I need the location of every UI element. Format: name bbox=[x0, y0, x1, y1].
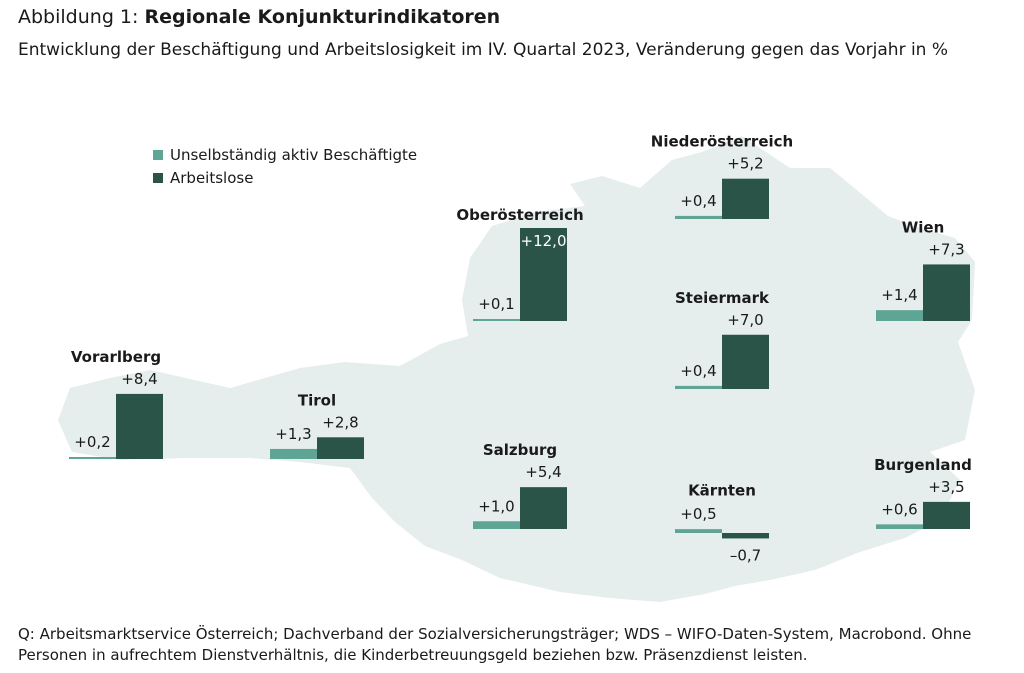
region-label-tirol: Tirol bbox=[298, 391, 336, 409]
data-label-employment-vorarlberg: +0,2 bbox=[74, 433, 110, 451]
bar-unemployment-nieder-sterreich bbox=[722, 178, 769, 219]
legend-swatch-unemployment bbox=[153, 173, 163, 183]
data-label-employment-wien: +1,4 bbox=[881, 286, 917, 304]
austria-map-shape bbox=[58, 136, 975, 602]
bar-unemployment-burgenland bbox=[923, 501, 970, 529]
legend-label-employment: Unselbständig aktiv Beschäftigte bbox=[170, 146, 417, 164]
bar-unemployment-salzburg bbox=[520, 487, 567, 529]
bar-unemployment-tirol bbox=[317, 437, 364, 459]
chart-marks: +0,2 +8,4 Vorarlberg +1,3 +2,8 Tirol +0,1 +12,0… bbox=[69, 133, 972, 564]
bar-employment-wien bbox=[876, 310, 923, 321]
bar-employment-tirol bbox=[270, 448, 317, 459]
region-label-k-rnten: Kärnten bbox=[688, 482, 756, 500]
data-label-unemployment-ober-sterreich: +12,0 bbox=[521, 232, 567, 250]
region-label-nieder-sterreich: Niederösterreich bbox=[651, 133, 793, 151]
source-note: Q: Arbeitsmarktservice Österreich; Dachv… bbox=[18, 625, 972, 664]
data-label-unemployment-k-rnten: –0,7 bbox=[730, 546, 761, 564]
legend-swatch-employment bbox=[153, 150, 163, 160]
data-label-employment-burgenland: +0,6 bbox=[881, 500, 917, 518]
data-label-employment-salzburg: +1,0 bbox=[478, 497, 514, 515]
region-label-ober-sterreich: Oberösterreich bbox=[456, 206, 583, 224]
data-label-unemployment-tirol: +2,8 bbox=[322, 413, 358, 431]
bar-unemployment-steiermark bbox=[722, 334, 769, 389]
region-label-burgenland: Burgenland bbox=[874, 456, 972, 474]
data-label-employment-nieder-sterreich: +0,4 bbox=[680, 192, 716, 210]
bar-employment-steiermark bbox=[675, 385, 722, 389]
bar-unemployment-vorarlberg bbox=[116, 393, 163, 459]
bar-employment-ober-sterreich bbox=[473, 319, 520, 321]
data-label-employment-tirol: +1,3 bbox=[275, 425, 311, 443]
data-label-unemployment-wien: +7,3 bbox=[928, 240, 964, 258]
bar-unemployment-k-rnten bbox=[722, 533, 769, 539]
bar-employment-nieder-sterreich bbox=[675, 215, 722, 219]
region-label-vorarlberg: Vorarlberg bbox=[71, 348, 161, 366]
data-label-unemployment-burgenland: +3,5 bbox=[928, 478, 964, 496]
page-subtitle: Entwicklung der Beschäftigung und Arbeit… bbox=[18, 40, 949, 60]
region-label-wien: Wien bbox=[902, 218, 945, 236]
bar-unemployment-wien bbox=[923, 264, 970, 321]
bar-employment-salzburg bbox=[473, 521, 520, 529]
data-label-employment-ober-sterreich: +0,1 bbox=[478, 295, 514, 313]
bar-unemployment-ober-sterreich bbox=[520, 228, 567, 321]
legend-label-unemployment: Arbeitslose bbox=[170, 169, 253, 187]
region-label-steiermark: Steiermark bbox=[675, 289, 770, 307]
bar-employment-vorarlberg bbox=[69, 457, 116, 459]
title-bold: Regionale Konjunkturindikatoren bbox=[144, 6, 501, 28]
data-label-unemployment-vorarlberg: +8,4 bbox=[121, 370, 157, 388]
page-title: Abbildung 1: Regionale Konjunkturindikat… bbox=[18, 6, 500, 28]
region-label-salzburg: Salzburg bbox=[483, 441, 557, 459]
bar-employment-burgenland bbox=[876, 524, 923, 529]
data-label-employment-k-rnten: +0,5 bbox=[680, 505, 716, 523]
bar-employment-k-rnten bbox=[675, 529, 722, 533]
data-label-unemployment-nieder-sterreich: +5,2 bbox=[727, 155, 763, 173]
data-label-employment-steiermark: +0,4 bbox=[680, 362, 716, 380]
title-prefix: Abbildung 1: bbox=[18, 6, 145, 28]
data-label-unemployment-steiermark: +7,0 bbox=[727, 311, 763, 329]
chart-legend: Unselbständig aktiv Beschäftigte Arbeits… bbox=[153, 146, 417, 187]
data-label-unemployment-salzburg: +5,4 bbox=[525, 463, 561, 481]
